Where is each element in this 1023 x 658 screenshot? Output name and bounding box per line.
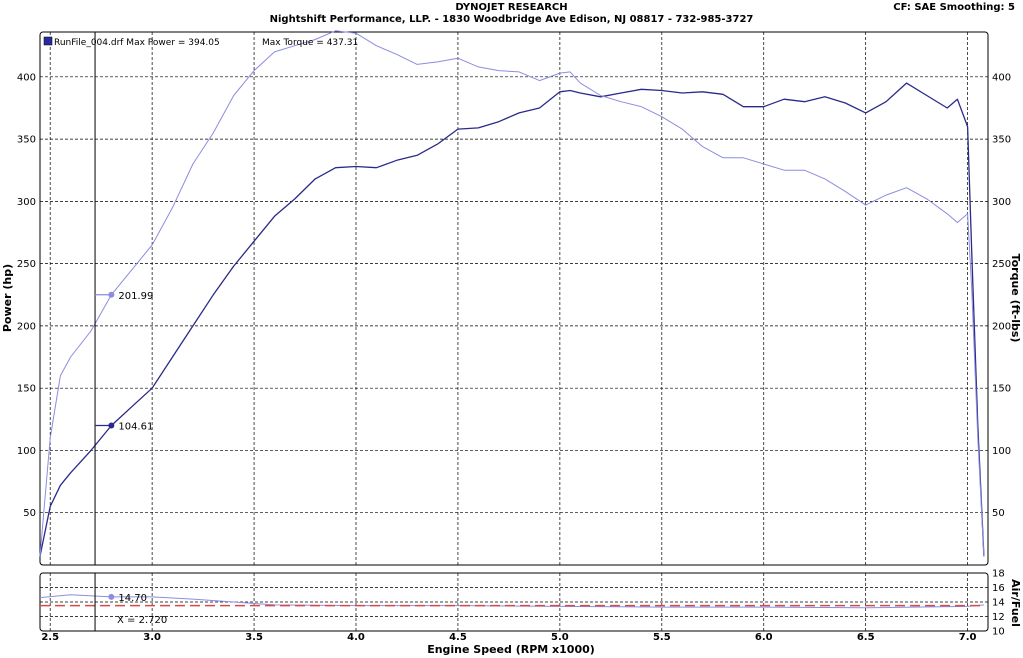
x-tick-label: 3.5 xyxy=(245,632,263,643)
x-tick-label: 5.0 xyxy=(551,632,569,643)
afr-readout-marker xyxy=(108,593,115,600)
torque-readout-label: 201.99 xyxy=(118,291,153,302)
power-tick-label: 150 xyxy=(17,384,36,395)
power-tick-labels: 50 100 150 200 250 300 350 400 xyxy=(17,72,36,519)
x-tick-label: 4.0 xyxy=(347,632,365,643)
torque-tick-label: 50 xyxy=(992,508,1005,519)
torque-readout-marker xyxy=(108,291,115,298)
x-tick-labels: 2.5 3.0 3.5 4.0 4.5 5.0 5.5 6.0 6.5 7.0 xyxy=(41,632,976,643)
x-tick-label: 2.5 xyxy=(41,632,59,643)
cursor-x-readout: X = 2.720 xyxy=(117,615,167,626)
x-axis-label: Engine Speed (RPM x1000) xyxy=(427,643,595,656)
torque-tick-label: 100 xyxy=(992,446,1011,457)
y-axis-label: Power (hp) xyxy=(1,264,14,332)
power-tick-label: 350 xyxy=(17,135,36,146)
main-grid xyxy=(40,32,988,565)
torque-tick-label: 150 xyxy=(992,384,1011,395)
cursor-layer: 201.99 104.61 14.70 X = 2.720 xyxy=(94,32,167,631)
main-series xyxy=(39,30,985,557)
afr-readout-label: 14.70 xyxy=(118,593,147,604)
power-tick-label: 300 xyxy=(17,197,36,208)
afr-series xyxy=(39,594,984,609)
afr-tick-label: 18 xyxy=(992,569,1005,580)
main-plot-frame xyxy=(39,31,989,566)
afr-tick-labels: 10 12 14 16 18 xyxy=(992,569,1005,638)
afr-tick-label: 12 xyxy=(992,612,1005,623)
x-tick-label: 6.0 xyxy=(755,632,773,643)
x-tick-label: 7.0 xyxy=(959,632,977,643)
power-tick-label: 200 xyxy=(17,321,36,332)
power-tick-label: 50 xyxy=(23,508,36,519)
torque-tick-label: 200 xyxy=(992,321,1011,332)
power-tick-label: 250 xyxy=(17,259,36,270)
afr-grid xyxy=(40,573,988,631)
x-tick-label: 3.0 xyxy=(143,632,161,643)
series-line-torque xyxy=(39,30,985,557)
torque-tick-label: 400 xyxy=(992,72,1011,83)
x-tick-label: 6.5 xyxy=(857,632,875,643)
afr-tick-label: 10 xyxy=(992,627,1005,638)
legend-run-label: RunFile_004.drf Max Power = 394.05 xyxy=(54,38,220,48)
power-readout-label: 104.61 xyxy=(118,422,153,433)
afr-tick-label: 16 xyxy=(992,583,1005,594)
torque-tick-label: 350 xyxy=(992,135,1011,146)
power-readout-marker xyxy=(108,422,115,429)
chart-subtitle: Nightshift Performance, LLP. - 1830 Wood… xyxy=(269,14,754,25)
chart-title: DYNOJET RESEARCH xyxy=(455,2,568,13)
x-tick-label: 4.5 xyxy=(449,632,467,643)
legend-torque-label: Max Torque = 437.31 xyxy=(262,38,358,48)
legend-swatch xyxy=(43,36,53,46)
power-tick-label: 100 xyxy=(17,446,36,457)
afr-axis-label: Air/Fuel xyxy=(1009,579,1022,627)
torque-tick-labels: 50 100 150 200 250 300 350 400 xyxy=(992,72,1011,519)
x-tick-label: 5.5 xyxy=(653,632,671,643)
torque-tick-label: 250 xyxy=(992,259,1011,270)
settings-readout: CF: SAE Smoothing: 5 xyxy=(893,2,1015,13)
series-line-power xyxy=(39,82,985,557)
power-tick-label: 400 xyxy=(17,72,36,83)
afr-tick-label: 14 xyxy=(992,598,1005,609)
y2-axis-label: Torque (ft-lbs) xyxy=(1009,254,1022,343)
torque-tick-label: 300 xyxy=(992,197,1011,208)
